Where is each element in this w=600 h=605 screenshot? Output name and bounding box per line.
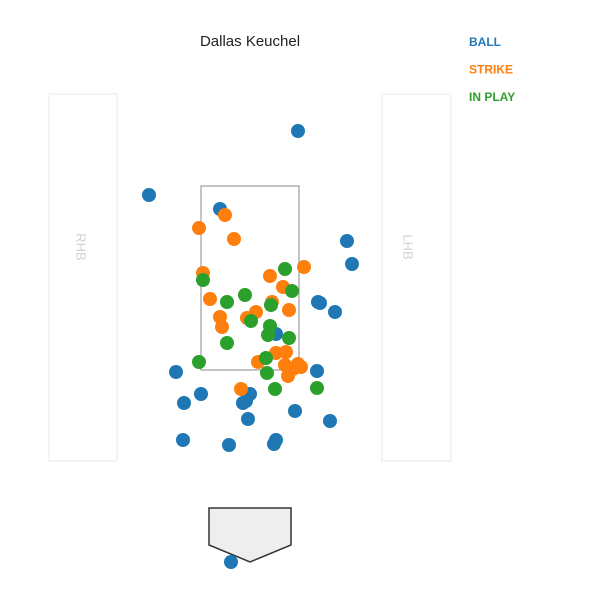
pitch-point	[294, 360, 308, 374]
pitch-point	[196, 273, 210, 287]
pitch-point	[203, 292, 217, 306]
pitch-point	[177, 396, 191, 410]
chart-title: Dallas Keuchel	[200, 33, 300, 50]
pitch-point	[282, 331, 296, 345]
pitch-point	[310, 381, 324, 395]
legend-label: STRIKE	[469, 63, 513, 77]
pitch-point	[264, 298, 278, 312]
pitch-point	[297, 260, 311, 274]
batter-box	[381, 93, 452, 462]
home-plate	[208, 507, 292, 563]
legend-label: BALL	[469, 35, 501, 49]
pitch-point	[192, 355, 206, 369]
batter-box	[48, 93, 118, 462]
pitch-point	[263, 269, 277, 283]
pitch-point	[278, 262, 292, 276]
pitch-point	[281, 369, 295, 383]
legend-label: IN PLAY	[469, 90, 515, 104]
pitch-point	[142, 188, 156, 202]
pitch-point	[220, 295, 234, 309]
pitch-point	[282, 303, 296, 317]
pitch-point	[238, 288, 252, 302]
pitch-point	[267, 437, 281, 451]
pitch-point	[227, 232, 241, 246]
pitch-point	[340, 234, 354, 248]
pitch-point	[234, 382, 248, 396]
pitch-point	[218, 208, 232, 222]
pitch-point	[291, 124, 305, 138]
pitch-point	[259, 351, 273, 365]
pitch-point	[192, 221, 206, 235]
pitch-point	[313, 296, 327, 310]
pitch-point	[220, 336, 234, 350]
pitch-point	[345, 257, 359, 271]
pitch-point	[241, 412, 255, 426]
pitch-point	[239, 394, 253, 408]
pitch-point	[261, 328, 275, 342]
pitch-point	[222, 438, 236, 452]
pitch-point	[328, 305, 342, 319]
pitch-point	[285, 284, 299, 298]
pitch-point	[194, 387, 208, 401]
batter-label: LHB	[401, 234, 416, 259]
pitch-point	[244, 314, 258, 328]
pitch-point	[310, 364, 324, 378]
pitch-point	[169, 365, 183, 379]
pitch-point	[268, 382, 282, 396]
pitch-point	[323, 414, 337, 428]
pitch-point	[215, 320, 229, 334]
pitch-point	[288, 404, 302, 418]
pitch-point	[260, 366, 274, 380]
pitch-point	[224, 555, 238, 569]
batter-label: RHB	[74, 233, 89, 260]
pitch-point	[176, 433, 190, 447]
